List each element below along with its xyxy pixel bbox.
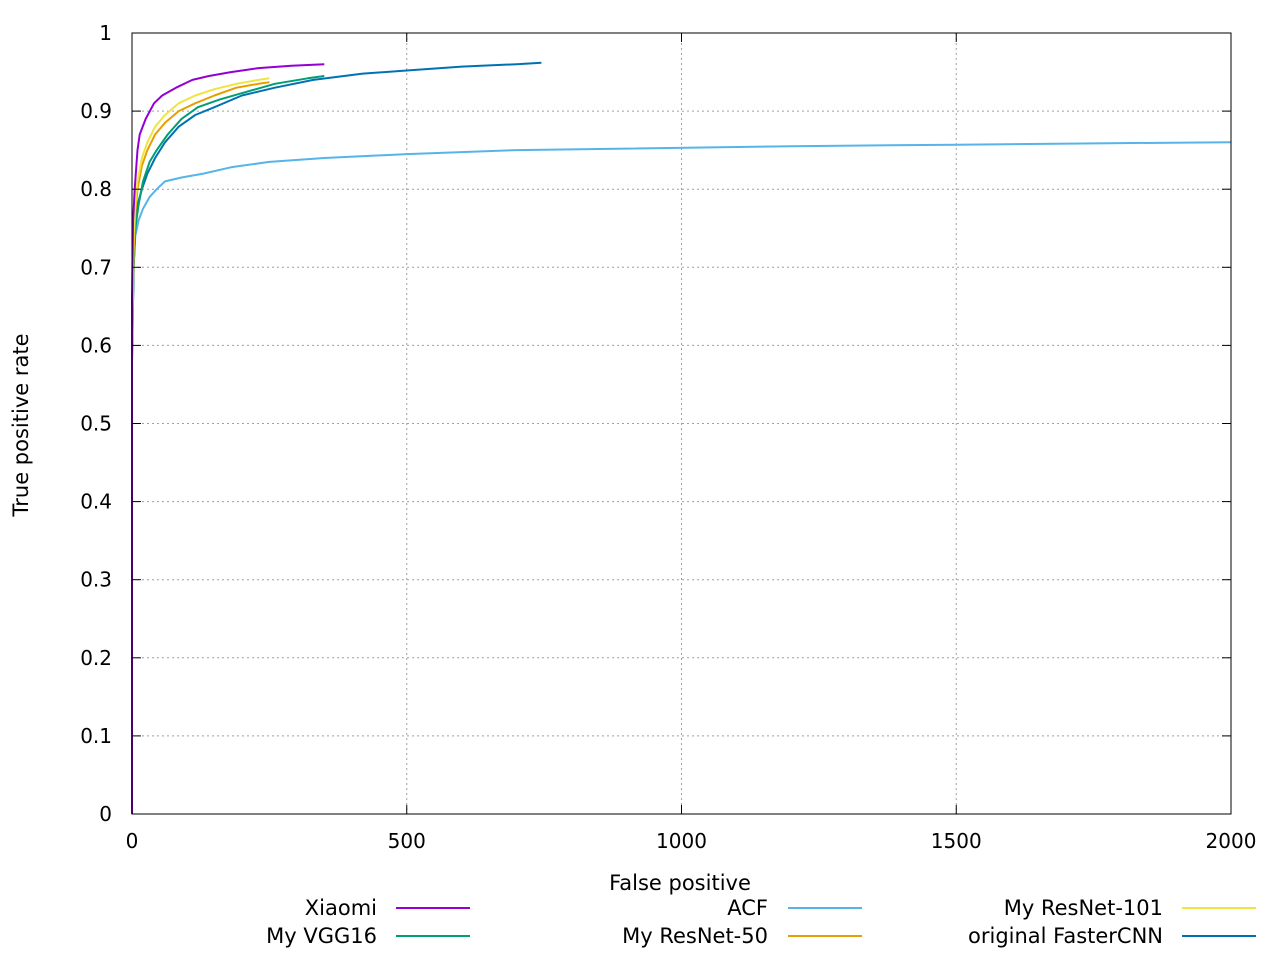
y-tick-label: 0.9 [80, 99, 112, 123]
x-tick-label: 2000 [1206, 829, 1257, 853]
y-tick-label: 0.8 [80, 177, 112, 201]
x-tick-label: 500 [388, 829, 426, 853]
legend-entry-label: ACF [727, 896, 768, 920]
y-tick-label: 1 [99, 21, 112, 45]
x-tick-label: 0 [126, 829, 139, 853]
series-line-4 [131, 77, 270, 814]
legend-entry-label: My ResNet-101 [1004, 896, 1163, 920]
y-tick-label: 0.2 [80, 646, 112, 670]
axis-ticks [131, 32, 1232, 815]
legend-entry-label: original FasterCNN [968, 924, 1163, 948]
legend: Xiaomi My VGG16 ACF My ResNet-50 My ResNet-1… [266, 896, 1256, 948]
legend-entry-label: My ResNet-50 [622, 924, 768, 948]
series-line-2 [131, 141, 1232, 814]
x-tick-label: 1500 [931, 829, 982, 853]
tick-labels: 0 500 1000 1500 2000 0 0.1 0.2 0.3 0.4 0.5 0.6 0.7 0.… [80, 21, 1256, 853]
y-tick-label: 0.6 [80, 333, 112, 357]
series-line-0 [131, 63, 325, 814]
legend-entry-label: Xiaomi [305, 896, 377, 920]
y-tick-label: 0.7 [80, 255, 112, 279]
y-axis-label: True positive rate [9, 334, 33, 518]
y-tick-label: 0.5 [80, 412, 112, 436]
y-tick-label: 0 [99, 802, 112, 826]
grid [132, 33, 1231, 814]
x-axis-label: False positive [609, 871, 751, 895]
legend-entry-label: My VGG16 [266, 924, 377, 948]
y-tick-label: 0.3 [80, 568, 112, 592]
y-tick-label: 0.4 [80, 490, 112, 514]
series-lines [131, 61, 1232, 814]
y-tick-label: 0.1 [80, 724, 112, 748]
x-tick-label: 1000 [656, 829, 707, 853]
